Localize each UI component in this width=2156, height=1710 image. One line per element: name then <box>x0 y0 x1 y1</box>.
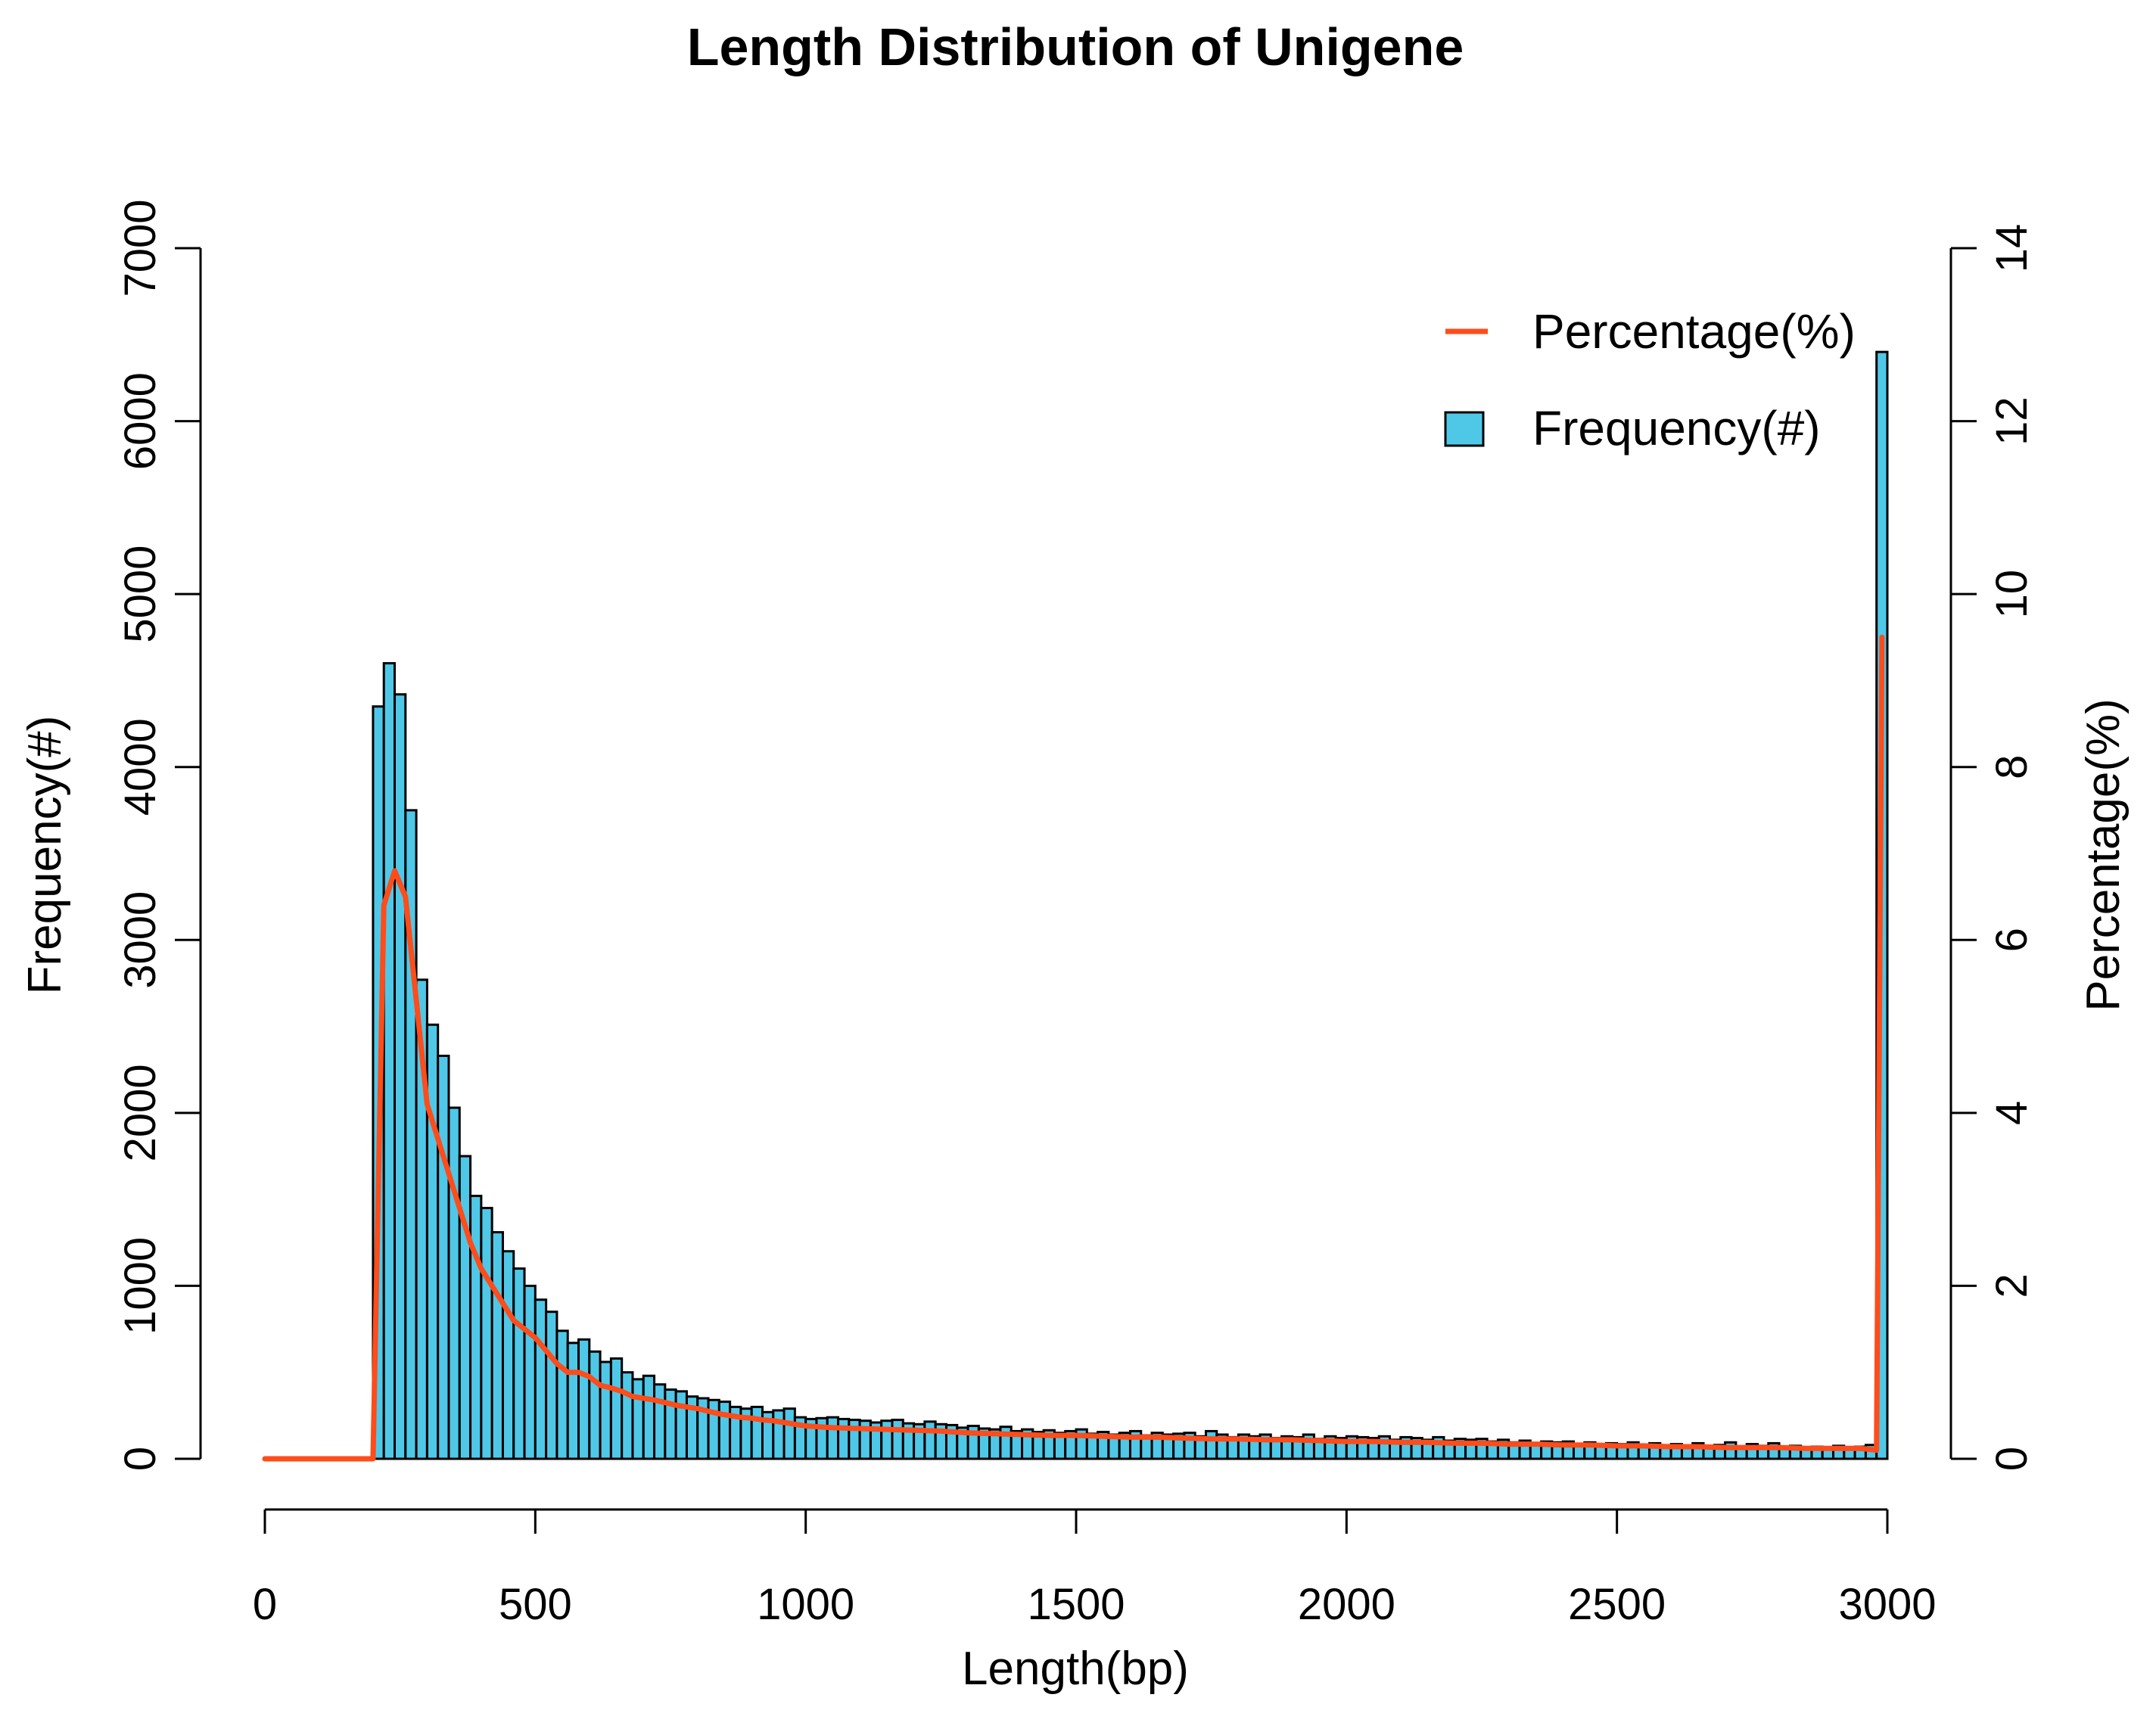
frequency-bar <box>707 1398 720 1460</box>
frequency-bar <box>664 1388 677 1460</box>
frequency-bar <box>523 1284 537 1460</box>
frequency-bar <box>599 1360 612 1460</box>
x-tick-label: 500 <box>499 1580 572 1629</box>
right-tick-label: 12 <box>1987 396 2036 446</box>
x-tick-label: 2500 <box>1568 1580 1666 1629</box>
left-tick-label: 6000 <box>116 372 165 470</box>
frequency-bar <box>642 1374 656 1460</box>
frequency-bar <box>566 1342 580 1460</box>
right-y-axis-title: Percentage(%) <box>2077 698 2130 1012</box>
frequency-bar <box>480 1207 493 1460</box>
frequency-bar <box>837 1417 851 1460</box>
x-tick-label: 1500 <box>1027 1580 1125 1629</box>
x-axis: 0 500 1000 1500 2000 2500 3000 <box>253 1508 1937 1629</box>
right-tick-label: 0 <box>1987 1447 2036 1471</box>
x-tick-label: 3000 <box>1838 1580 1936 1629</box>
x-tick-label: 1000 <box>757 1580 854 1629</box>
frequency-bar <box>394 693 407 1460</box>
frequency-bar <box>631 1378 645 1460</box>
right-tick-label: 2 <box>1987 1273 2036 1298</box>
frequency-bar <box>425 1023 440 1460</box>
left-tick-label: 3000 <box>116 891 165 989</box>
left-tick-label: 7000 <box>116 199 165 297</box>
legend-label-percentage: Percentage(%) <box>1532 304 1856 359</box>
right-tick-label: 4 <box>1987 1101 2036 1125</box>
right-tick-label: 14 <box>1987 224 2036 273</box>
frequency-bar <box>717 1401 732 1460</box>
frequency-bars <box>372 350 1889 1460</box>
percentage-line-layer <box>262 634 1885 1462</box>
frequency-bar <box>750 1405 764 1460</box>
frequency-bar <box>545 1310 558 1460</box>
percentage-line <box>262 634 1885 1462</box>
left-tick-label: 4000 <box>116 718 165 816</box>
right-tick-label: 8 <box>1987 755 2036 779</box>
left-y-axis-title: Frequency(#) <box>19 716 71 995</box>
frequency-bar <box>609 1357 624 1460</box>
frequency-bar <box>880 1419 894 1460</box>
x-axis-title: Length(bp) <box>962 1643 1189 1695</box>
frequency-bar <box>1205 1429 1218 1460</box>
frequency-bar <box>588 1350 602 1460</box>
x-tick-label: 0 <box>253 1580 277 1629</box>
frequency-bar <box>512 1267 526 1460</box>
frequency-bar <box>891 1419 904 1460</box>
frequency-bar <box>555 1329 569 1460</box>
frequency-bar <box>577 1338 591 1460</box>
frequency-bar <box>653 1383 667 1460</box>
left-tick-label: 0 <box>116 1447 165 1471</box>
right-y-axis: 0 2 4 6 8 10 12 14 <box>1949 224 2036 1471</box>
right-tick-label: 6 <box>1987 928 2036 952</box>
frequency-bar <box>621 1371 634 1460</box>
frequency-bar <box>458 1155 472 1460</box>
frequency-bar <box>490 1231 504 1460</box>
legend: Percentage(%) Frequency(#) <box>1444 304 1856 455</box>
left-tick-label: 2000 <box>116 1064 165 1161</box>
frequency-bar <box>923 1420 937 1460</box>
left-y-axis: 0 1000 2000 3000 4000 5000 6000 7000 <box>116 199 202 1471</box>
frequency-bar <box>1724 1441 1738 1460</box>
left-tick-label: 1000 <box>116 1237 165 1335</box>
frequency-bar <box>501 1250 515 1460</box>
frequency-bar <box>826 1416 840 1460</box>
frequency-bar <box>772 1409 786 1460</box>
left-tick-label: 5000 <box>116 546 165 643</box>
frequency-bar <box>534 1298 548 1460</box>
legend-bar-swatch <box>1444 411 1485 447</box>
frequency-bar <box>437 1054 450 1460</box>
chart-title: Length Distribution of Unigene <box>687 17 1464 76</box>
frequency-bar <box>674 1390 688 1460</box>
x-tick-label: 2000 <box>1298 1580 1395 1629</box>
frequency-bar <box>447 1106 461 1460</box>
right-tick-label: 10 <box>1987 570 2036 619</box>
frequency-bar <box>469 1195 483 1460</box>
legend-label-frequency: Frequency(#) <box>1532 401 1821 455</box>
frequency-bar <box>382 662 397 1460</box>
frequency-bar <box>782 1407 796 1460</box>
